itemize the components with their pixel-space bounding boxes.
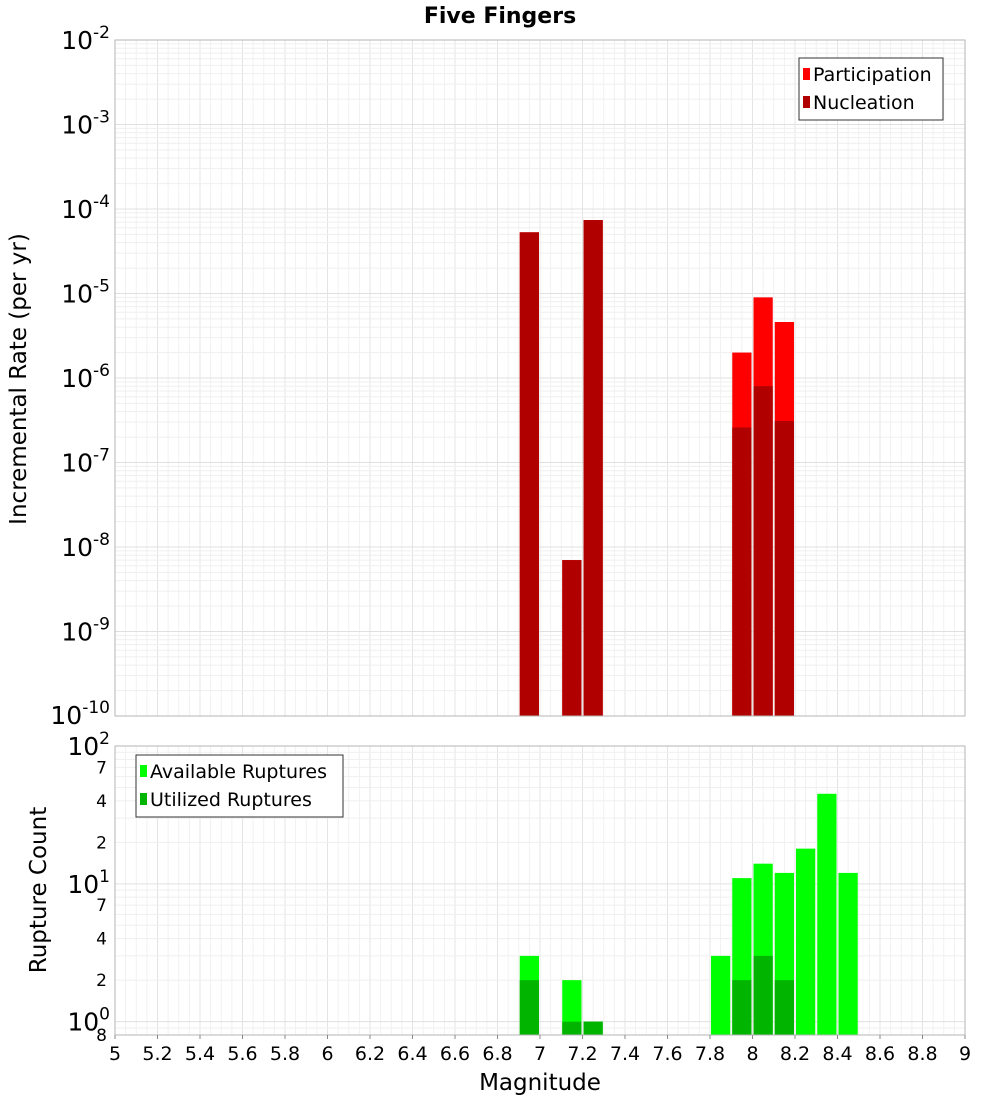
bottom-bar-utilized-ruptures — [774, 980, 794, 1035]
x-tick-label: 6.8 — [482, 1043, 512, 1065]
bottom-bar-available-ruptures — [838, 872, 858, 1035]
bottom-y-tick-label: 2 — [96, 833, 107, 853]
bottom-bar-available-ruptures — [817, 793, 837, 1035]
top-bar-nucleation — [562, 560, 582, 716]
bottom-y-tick-label: 7 — [96, 758, 107, 778]
top-y-axis-label: Incremental Rate (per yr) — [6, 233, 32, 525]
x-tick-label: 8.6 — [865, 1043, 895, 1065]
top-frame — [114, 39, 966, 717]
top-bar-nucleation — [732, 427, 752, 716]
x-tick-label: 5 — [109, 1043, 121, 1065]
top-bar-nucleation — [583, 220, 603, 716]
x-tick-label: 8.4 — [822, 1043, 852, 1065]
top-legend-swatch — [803, 96, 810, 108]
x-axis-label: Magnitude — [479, 1070, 601, 1096]
bottom-bar-utilized-ruptures — [583, 1021, 603, 1035]
bottom-bar-available-ruptures — [562, 980, 582, 1035]
x-tick-label: 7 — [534, 1043, 546, 1065]
top-legend — [798, 57, 944, 121]
top-legend-swatch — [803, 68, 810, 80]
top-y-tick-label: 10-4 — [61, 192, 110, 224]
x-tick-label: 8.2 — [780, 1043, 810, 1065]
bottom-y-tick-label: 4 — [96, 930, 107, 950]
bottom-legend — [135, 754, 344, 818]
bottom-legend-label: Available Ruptures — [150, 761, 327, 783]
top-y-tick-label: 10-6 — [61, 361, 110, 393]
bottom-y-axis-label: Rupture Count — [26, 807, 52, 973]
bottom-y-tick-label: 7 — [96, 896, 107, 916]
incremental-rate-plot: 10-10 10-9 10-8 10-7 10-6 10-5 10-4 10-3 10-2 Par… — [50, 23, 966, 730]
bottom-bar-utilized-ruptures — [753, 955, 773, 1035]
bottom-y-tick-label: 102 — [67, 729, 110, 761]
top-y-tick-label: 10-3 — [61, 108, 110, 140]
x-tick-label: 8 — [746, 1043, 758, 1065]
bottom-legend-swatch — [140, 793, 147, 805]
x-tick-label: 8.8 — [907, 1043, 937, 1065]
top-legend-label: Nucleation — [813, 92, 915, 114]
bottom-y-tick-label: 100 — [67, 1005, 110, 1037]
top-legend-label: Participation — [813, 64, 932, 86]
bottom-bar-utilized-ruptures — [519, 980, 539, 1035]
x-tick-label: 6 — [321, 1043, 333, 1065]
bottom-bar-available-ruptures — [796, 848, 816, 1035]
x-tick-label: 5.2 — [142, 1043, 172, 1065]
top-y-tick-label: 10-2 — [61, 23, 110, 55]
x-tick-label: 7.8 — [695, 1043, 725, 1065]
top-bar-nucleation — [774, 420, 794, 716]
bottom-y-tick-label: 8 — [96, 1026, 107, 1046]
x-tick-label: 9 — [959, 1043, 971, 1065]
bottom-legend-label: Utilized Ruptures — [150, 789, 312, 811]
x-tick-label: 5.6 — [227, 1043, 257, 1065]
x-tick-label: 5.8 — [270, 1043, 300, 1065]
x-tick-label: 6.4 — [397, 1043, 427, 1065]
x-tick-label: 6.6 — [440, 1043, 470, 1065]
bottom-y-tick-label: 101 — [67, 867, 110, 899]
bottom-bar-available-ruptures — [711, 955, 731, 1035]
top-y-tick-label: 10-7 — [61, 446, 110, 478]
top-y-tick-label: 10-5 — [61, 277, 110, 309]
bottom-legend-swatch — [140, 765, 147, 777]
bottom-bar-utilized-ruptures — [732, 980, 752, 1035]
x-tick-label: 5.4 — [185, 1043, 215, 1065]
top-y-tick-label: 10-9 — [61, 615, 110, 647]
top-bar-nucleation — [519, 232, 539, 716]
top-y-tick-label: 10-10 — [50, 698, 110, 730]
bottom-y-tick-label: 2 — [96, 971, 107, 991]
top-y-tick-label: 10-8 — [61, 530, 110, 562]
top-bar-nucleation — [753, 386, 773, 716]
x-tick-label: 6.2 — [355, 1043, 385, 1065]
bottom-bar-utilized-ruptures — [562, 1021, 582, 1035]
x-tick-label: 7.4 — [610, 1043, 640, 1065]
x-tick-label: 7.2 — [567, 1043, 597, 1065]
x-tick-label: 7.6 — [652, 1043, 682, 1065]
chart-title: Five Fingers — [424, 4, 576, 29]
bottom-y-tick-label: 4 — [96, 792, 107, 812]
